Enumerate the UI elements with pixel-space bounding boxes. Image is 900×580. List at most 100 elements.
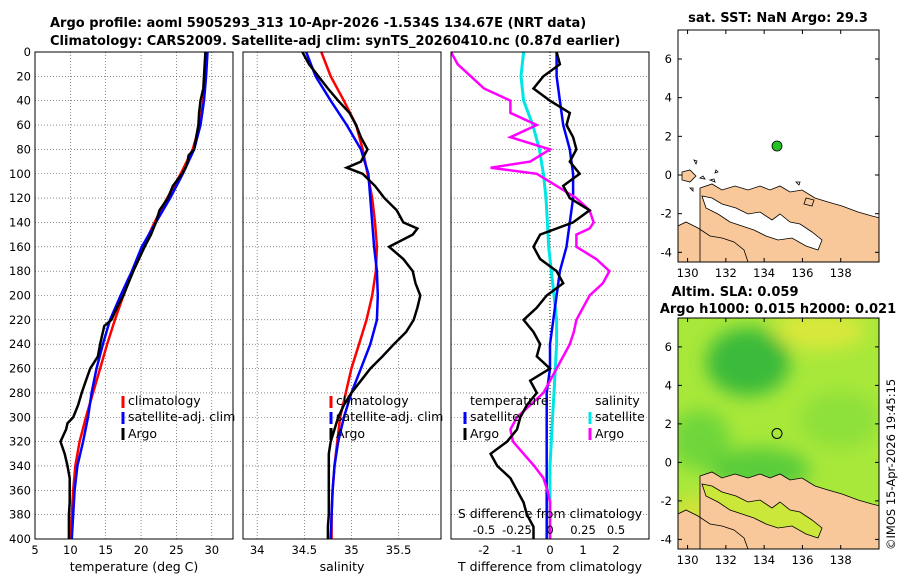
depth-tick-label: 280 (9, 386, 31, 400)
sst-lon-tick-labels: 130 132 134 136 138 (677, 30, 852, 280)
depth-tick-label: 180 (9, 264, 31, 278)
argo-location-marker (771, 140, 783, 152)
depth-tick-label: 200 (9, 289, 31, 303)
sla-mid-anomaly-2 (800, 392, 879, 448)
salinity-satellite-line (305, 52, 380, 539)
legend-t-satellite-label: satellite (470, 409, 520, 424)
salinity-argo-diff-line (451, 52, 611, 539)
legend-s-argo-label: Argo (595, 426, 624, 441)
depth-tick-label: 0 (24, 45, 31, 59)
s-diff-tick-label: -0.5 (473, 523, 495, 537)
x-tick-label: 25 (169, 543, 184, 557)
depth-tick-label: 400 (9, 532, 31, 546)
lat-tick-label: -4 (661, 245, 672, 259)
temperature-argo-line (59, 52, 207, 539)
lon-tick-label: 138 (830, 266, 852, 280)
temperature-tick-labels: 5 10 15 20 25 30 (31, 543, 219, 557)
sla-map-title-line2: Argo h1000: 0.015 h2000: 0.021 (660, 302, 896, 317)
salinity-tick-labels: 34 34.5 35 35.5 (250, 543, 412, 557)
salinity-xlabel: salinity (320, 559, 365, 574)
t-diff-tick-label: 1 (579, 543, 586, 557)
lat-tick-label: -2 (661, 207, 672, 221)
depth-tick-label: 40 (16, 94, 31, 108)
sla-anomaly-blobs (678, 318, 879, 545)
figure-title-line2: Climatology: CARS2009. Satellite-adj cli… (50, 34, 620, 49)
depth-tick-labels: 0 20 40 60 80 100 120 140 160 180 200 220 240 260 280 3… (9, 45, 31, 546)
salinity-grid (243, 52, 441, 539)
sla-map-field (678, 318, 879, 549)
sla-lon-tick-labels: 130 132 134 136 138 (677, 318, 852, 567)
s-diff-tick-label: 0.5 (607, 523, 625, 537)
legend-temperature-title: temperature (470, 393, 549, 408)
temperature-climatology-line (69, 52, 209, 539)
sla-low-anomaly (706, 328, 790, 396)
depth-tick-label: 240 (9, 337, 31, 351)
legend-satellite-label: satellite-adj. clim (128, 409, 235, 424)
small-islands (689, 159, 801, 192)
difference-panel: -2 -1 0 1 2 -0.5 -0.25 0 0.25 0.5 S difference f… (450, 51, 650, 574)
figure-title-line1: Argo profile: aoml 5905293_313 10-Apr-20… (50, 16, 586, 31)
lat-tick-label: -4 (661, 532, 672, 546)
depth-tick-label: 60 (16, 118, 31, 132)
lat-tick-label: 6 (665, 340, 672, 354)
s-diff-tick-label: 0 (546, 523, 553, 537)
legend-satellite-label: satellite-adj. clim (336, 409, 443, 424)
x-tick-label: 20 (134, 543, 149, 557)
lon-tick-label: 132 (715, 266, 737, 280)
x-tick-label: 5 (31, 543, 38, 557)
legend-salinity-title: salinity (595, 393, 640, 408)
sla-map-panel: Altim. SLA: 0.059 Argo h1000: 0.015 h200… (660, 285, 896, 567)
legend-argo-label: Argo (128, 426, 157, 441)
depth-tick-label: 120 (9, 191, 31, 205)
temperature-panel: 0 20 40 60 80 100 120 140 160 180 200 220 240 260 280 3… (9, 45, 235, 574)
temperature-grid (34, 52, 233, 539)
t-difference-xlabel: T difference from climatology (457, 559, 643, 574)
x-tick-label: 15 (98, 543, 113, 557)
depth-tick-label: 20 (16, 69, 31, 83)
x-tick-label: 30 (204, 543, 219, 557)
depth-tick-label: 160 (9, 240, 31, 254)
lat-tick-label: 4 (665, 378, 672, 392)
lon-tick-label: 132 (715, 553, 737, 567)
depth-tick-label: 220 (9, 313, 31, 327)
lat-tick-label: -2 (661, 494, 672, 508)
difference-legend: temperature satellite Argo salinity sate… (463, 393, 645, 441)
t-diff-tick-label: -1 (511, 543, 522, 557)
temperature-axes-frame (34, 51, 234, 540)
lat-tick-label: 0 (665, 455, 672, 469)
salinity-axes-frame (242, 51, 442, 540)
temperature-satellite-line (70, 52, 209, 539)
lon-tick-label: 130 (677, 553, 699, 567)
depth-tick-label: 100 (9, 167, 31, 181)
legend-climatology-label: climatology (128, 393, 201, 408)
depth-tick-label: 380 (9, 508, 31, 522)
lon-tick-label: 136 (791, 266, 813, 280)
bay-water (701, 195, 823, 251)
sla-map-title-line1: Altim. SLA: 0.059 (672, 285, 799, 300)
legend-climatology-label: climatology (336, 393, 409, 408)
depth-tick-label: 340 (9, 459, 31, 473)
s-diff-tick-label: -0.25 (502, 523, 532, 537)
x-tick-label: 35.5 (386, 543, 412, 557)
difference-axes-frame (450, 51, 650, 540)
x-tick-label: 34.5 (291, 543, 317, 557)
s-difference-tick-labels: -0.5 -0.25 0 0.25 0.5 (473, 523, 625, 537)
temperature-legend: climatology satellite-adj. clim Argo (121, 393, 235, 441)
temperature-argo-diff-line (488, 52, 592, 539)
lat-tick-label: 2 (665, 129, 672, 143)
depth-tick-label: 300 (9, 410, 31, 424)
sst-map-coastline (678, 159, 879, 262)
x-tick-label: 35 (344, 543, 359, 557)
salinity-satellite-diff-line (519, 52, 559, 539)
sst-map-title: sat. SST: NaN Argo: 29.3 (688, 11, 868, 26)
temperature-xlabel: temperature (deg C) (70, 559, 199, 574)
sla-bay-water (701, 483, 823, 539)
argo-location-marker (771, 428, 783, 439)
lat-tick-label: 4 (665, 91, 672, 105)
depth-tick-label: 360 (9, 483, 31, 497)
lon-tick-label: 130 (677, 266, 699, 280)
sla-mid-anomaly (678, 410, 730, 470)
sst-lat-tick-labels: 6 4 2 0 -2 -4 (661, 52, 879, 259)
depth-tick-label: 320 (9, 435, 31, 449)
t-diff-tick-label: 0 (546, 543, 553, 557)
